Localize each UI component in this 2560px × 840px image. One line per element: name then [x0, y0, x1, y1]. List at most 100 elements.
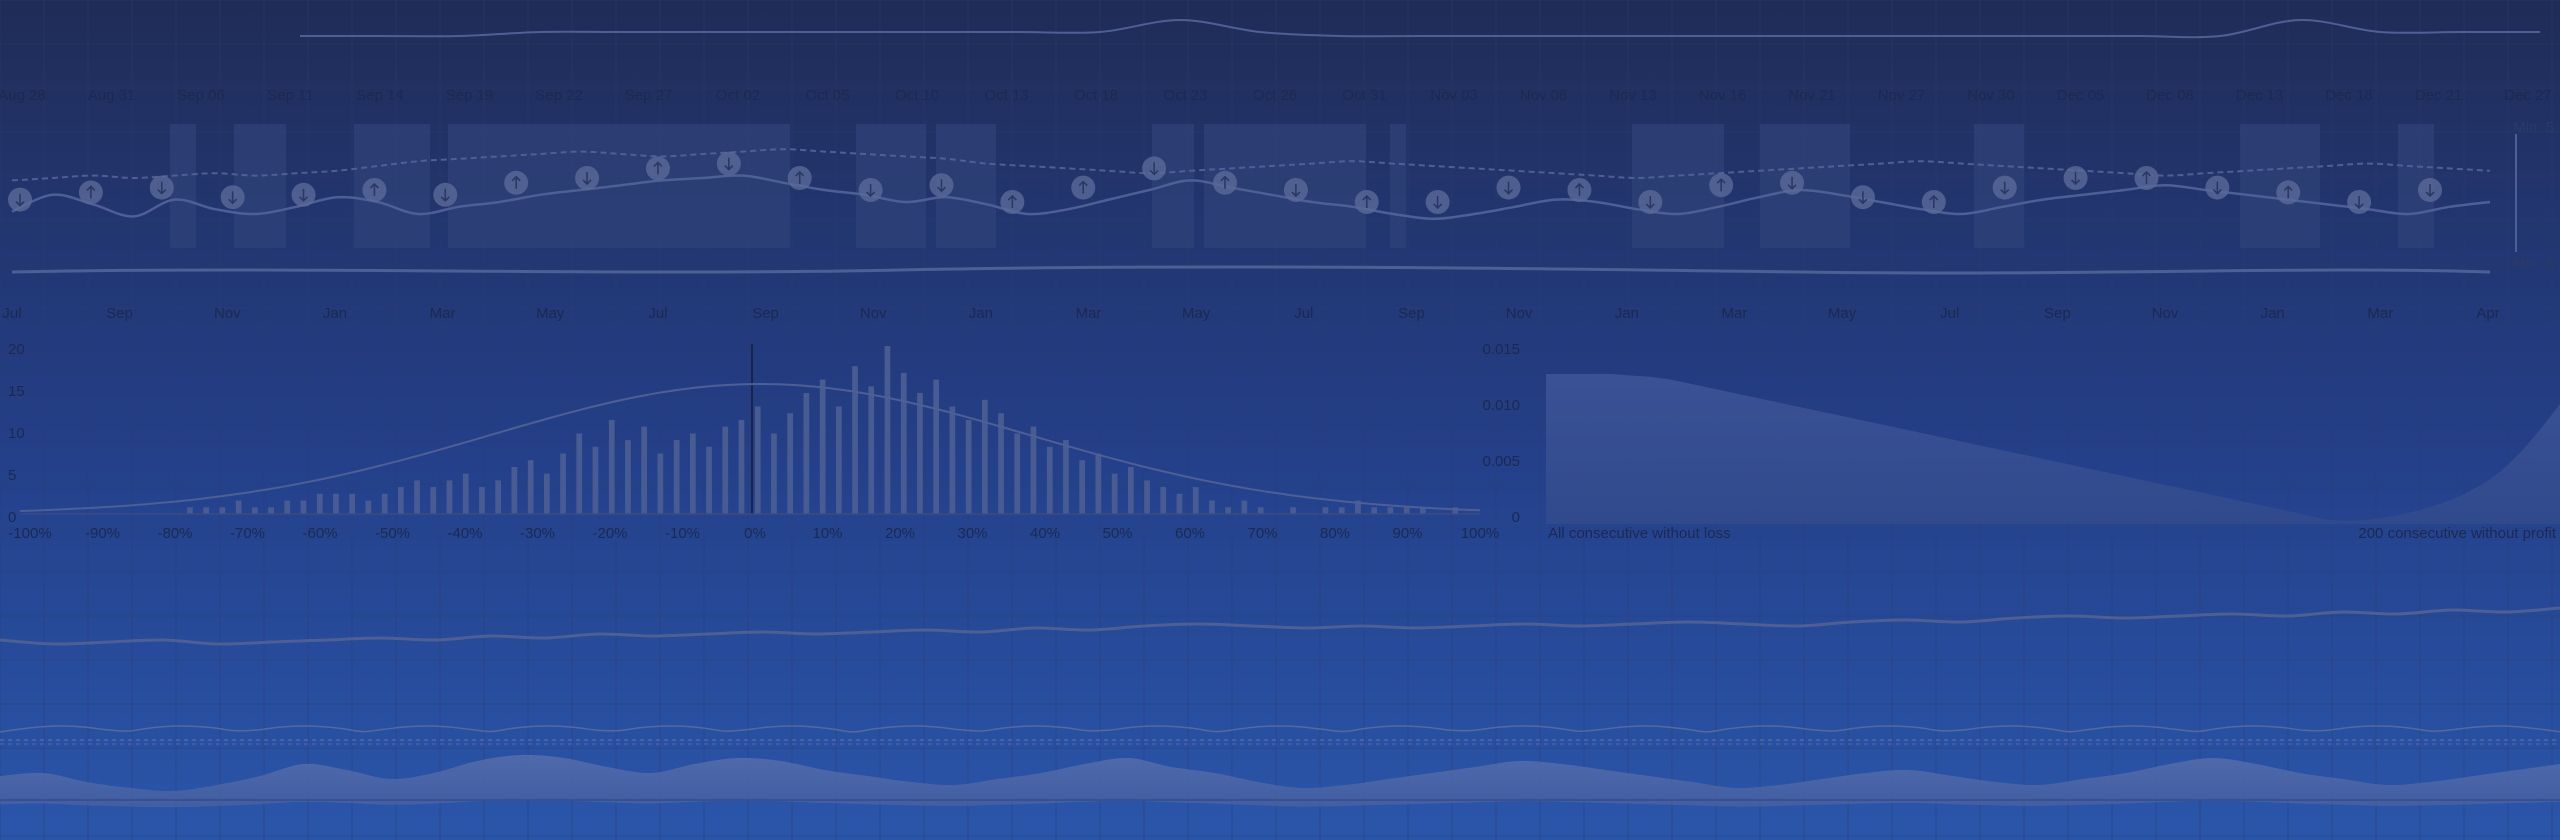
- histogram-x-tick: 70%: [1247, 525, 1277, 542]
- flag-down-marker: [1850, 185, 1875, 210]
- timeline-y-tick: Min. 5: [2513, 119, 2554, 136]
- arrow-down-icon: [2425, 184, 2435, 198]
- histogram-x-tick: -10%: [665, 525, 700, 542]
- navigator-x-tick: Oct 31: [1342, 87, 1386, 104]
- arrow-down-icon: [2212, 181, 2222, 195]
- histogram-bar: [819, 379, 826, 514]
- histogram-bar: [1225, 507, 1231, 514]
- flags-timeline-panel: Min. 5 Min. 5 Jul Sep Nov Jan Mar May Jul Sep Nov…: [2, 119, 2554, 322]
- histogram-bar: [852, 366, 858, 514]
- histogram-y-tick-left: 15: [8, 383, 25, 400]
- navigator-x-ticks: Aug 28 Aug 31 Sep 06 Sep 11 Sep 14 Sep 19 Sep …: [0, 87, 2552, 104]
- navigator-x-tick: Dec 05: [2057, 87, 2105, 104]
- arrow-up-icon: [1716, 178, 1726, 192]
- arrow-down-icon: [1858, 191, 1868, 205]
- histogram-bar: [754, 406, 761, 514]
- histogram-x-tick: -60%: [302, 525, 337, 542]
- navigator-series: [300, 18, 2540, 39]
- histogram-x-tick: -70%: [230, 525, 265, 542]
- histogram-bar: [1241, 500, 1248, 514]
- navigator-x-tick: Dec 21: [2415, 87, 2463, 104]
- histogram-bar: [1063, 440, 1069, 514]
- highlight-band: [170, 124, 196, 248]
- arrow-up-icon: [795, 170, 805, 184]
- navigator-x-tick: Oct 13: [984, 87, 1028, 104]
- timeline-y-tick: Min. 5: [2513, 255, 2554, 272]
- navigator-x-tick: Sep 06: [177, 87, 225, 104]
- histogram-bar: [300, 500, 307, 514]
- arrow-down-icon: [1503, 181, 1514, 195]
- oscillator-line: [0, 725, 2560, 733]
- navigator-x-tick: Nov 21: [1788, 87, 1836, 104]
- highlight-band: [1390, 124, 1406, 248]
- monte-carlo-area: [1546, 373, 2560, 524]
- highlight-band: [1760, 124, 1850, 248]
- histogram-y-tick-right: 0.010: [1482, 397, 1520, 414]
- highlight-band: [1152, 124, 1194, 248]
- navigator-x-tick: Aug 28: [0, 87, 46, 104]
- timeline-x-ticks: Jul Sep Nov Jan Mar May Jul Sep Nov Jan Mar May Jul S…: [2, 305, 2499, 322]
- navigator-x-tick: Sep 22: [535, 87, 583, 104]
- histogram-bar: [884, 346, 891, 514]
- flag-down-marker: [433, 182, 458, 207]
- histogram-bar: [625, 440, 631, 514]
- histogram-x-tick: 50%: [1102, 525, 1132, 542]
- histogram-bar: [560, 453, 566, 514]
- histogram-y-ticks-left: 20 15 10 5 0: [8, 341, 25, 526]
- timeline-main-series: [11, 174, 2491, 221]
- timeline-x-tick: Mar: [1076, 305, 1102, 322]
- arrow-down-icon: [724, 157, 734, 171]
- navigator-x-tick: Dec 08: [2146, 87, 2194, 104]
- arrow-down-icon: [1433, 196, 1443, 210]
- timeline-x-tick: Nov: [860, 305, 887, 322]
- flag-down-marker: [291, 182, 316, 207]
- monte-carlo-panel: All consecutive without loss 200 consecut…: [1546, 373, 2560, 542]
- arrow-down-icon: [866, 184, 876, 198]
- histogram-bar: [836, 406, 842, 514]
- flag-down-marker: [2347, 190, 2372, 214]
- monte-carlo-right-label: 200 consecutive without profit: [2358, 525, 2556, 542]
- timeline-x-tick: Mar: [430, 305, 456, 322]
- timeline-x-tick: Nov: [2152, 305, 2179, 322]
- navigator-x-tick: Oct 10: [895, 87, 939, 104]
- timeline-x-tick: Jan: [2261, 305, 2285, 322]
- arrow-up-icon: [2283, 185, 2293, 199]
- flag-down-marker: [1638, 190, 1663, 214]
- histogram-bar: [1160, 487, 1167, 514]
- histogram-bar: [235, 500, 242, 514]
- flag-up-marker: [2276, 180, 2301, 205]
- histogram-bar: [1387, 507, 1394, 514]
- histogram-x-tick: 90%: [1392, 525, 1422, 542]
- highlight-band: [234, 124, 286, 248]
- navigator-x-tick: Nov 30: [1967, 87, 2015, 104]
- monte-carlo-x-labels: All consecutive without loss 200 consecut…: [1548, 525, 2557, 542]
- timeline-x-tick: Sep: [1398, 305, 1425, 322]
- flag-up-marker: [362, 178, 387, 202]
- histogram-bar: [1257, 507, 1264, 514]
- flag-down-marker: [2205, 175, 2230, 200]
- histogram-bar: [252, 507, 258, 514]
- arrow-up-icon: [1078, 180, 1088, 194]
- histogram-x-tick: 80%: [1320, 525, 1350, 542]
- drawdown-area-fill: [0, 754, 2560, 808]
- navigator-x-tick: Sep 14: [356, 87, 404, 104]
- histogram-y-tick-right: 0: [1512, 509, 1520, 526]
- arrow-down-icon: [1787, 176, 1797, 190]
- histogram-bar: [495, 480, 501, 514]
- histogram-bar: [446, 480, 453, 514]
- flag-down-marker: [2063, 166, 2088, 190]
- arrow-up-icon: [1007, 194, 1017, 208]
- flag-markers: [8, 151, 2442, 214]
- arrow-down-icon: [2000, 181, 2010, 195]
- histogram-bar: [1111, 473, 1118, 514]
- timeline-x-tick: Apr: [2476, 305, 2499, 322]
- histogram-bar: [706, 446, 712, 514]
- timeline-x-tick: Sep: [2044, 305, 2071, 322]
- navigator-x-tick: Sep 19: [446, 87, 494, 104]
- histogram-bar: [690, 433, 696, 514]
- histogram-bar: [1420, 507, 1426, 514]
- flag-up-marker: [1709, 173, 1734, 198]
- histogram-bar: [1452, 507, 1459, 514]
